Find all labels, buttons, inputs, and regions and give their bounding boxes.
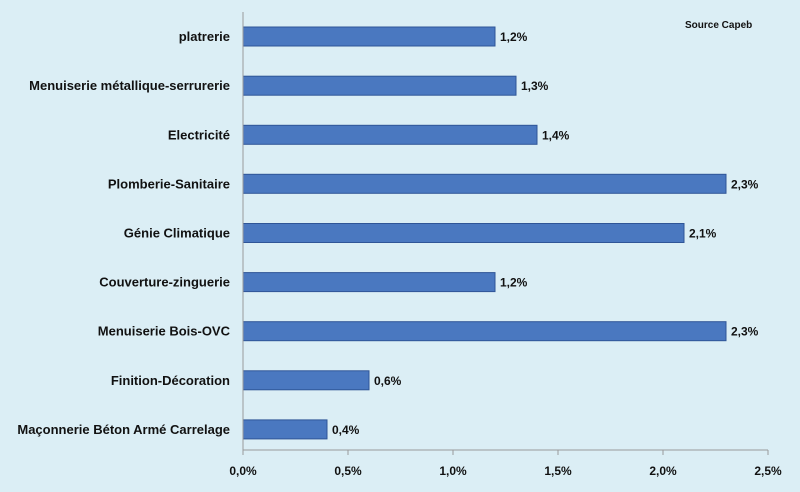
data-label: 2,3% [731, 325, 759, 339]
category-label: Plomberie-Sanitaire [108, 176, 230, 191]
data-label: 1,4% [542, 128, 570, 142]
bar [242, 124, 538, 145]
category-label: platrerie [179, 29, 230, 44]
category-label: Génie Climatique [124, 226, 230, 241]
x-tick-label: 1,5% [544, 464, 572, 478]
data-label: 0,4% [332, 423, 360, 437]
category-label: Menuiserie métallique-serrurerie [29, 78, 230, 93]
bar [242, 26, 496, 47]
data-labels-layer: 1,2% 1,3% 1,4% 2,3% 2,1% 1,2% 2,3% 0,6% 0,4% [332, 30, 759, 437]
data-label: 2,1% [689, 227, 717, 241]
category-label: Electricité [168, 127, 230, 142]
category-label: Finition-Décoration [111, 373, 230, 388]
bar [242, 272, 496, 293]
x-tick-label: 2,0% [649, 464, 677, 478]
x-tick-label: 1,0% [439, 464, 467, 478]
data-label: 1,2% [500, 276, 528, 290]
category-labels-layer: platrerie Menuiserie métallique-serrureri… [17, 29, 230, 437]
x-tick-label: 0,5% [334, 464, 362, 478]
data-label: 1,3% [521, 79, 549, 93]
bar [242, 223, 685, 243]
category-label: Menuiserie Bois-OVC [98, 324, 231, 339]
x-tick-label: 0,0% [229, 464, 257, 478]
category-label: Couverture-zinguerie [99, 275, 230, 290]
data-label: 2,3% [731, 177, 759, 191]
bar [242, 321, 727, 342]
bar [242, 419, 328, 440]
bar [242, 75, 517, 96]
data-label: 0,6% [374, 374, 402, 388]
x-axis: 0,0% 0,5% 1,0% 1,5% 2,0% 2,5% [229, 12, 782, 478]
data-label: 1,2% [500, 30, 528, 44]
bars-layer [242, 26, 727, 440]
x-tick-label: 2,5% [754, 464, 782, 478]
source-annotation: Source Capeb [685, 20, 752, 31]
category-label: Maçonnerie Béton Armé Carrelage [17, 422, 230, 437]
bar [242, 370, 370, 391]
bar [242, 173, 727, 194]
